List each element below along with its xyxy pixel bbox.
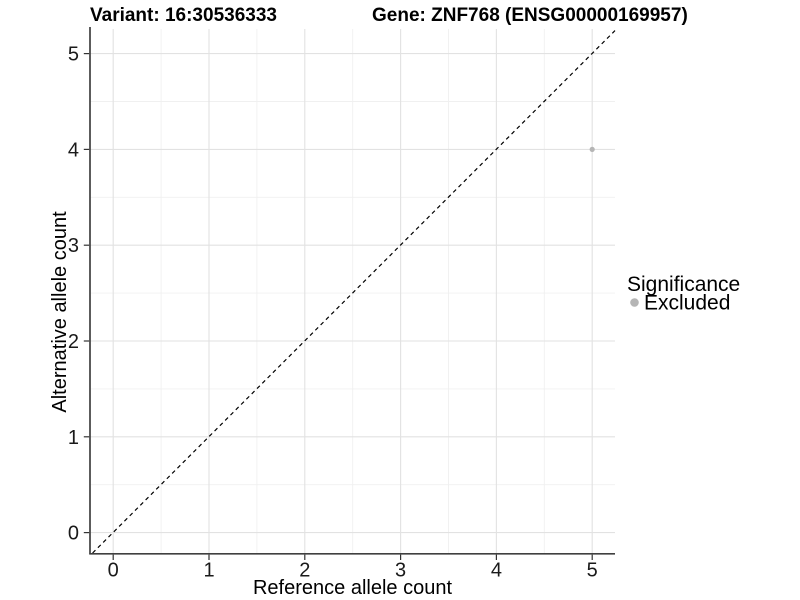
x-tick-label: 5 xyxy=(587,560,598,582)
x-tick-label: 0 xyxy=(108,560,119,582)
y-tick-label: 2 xyxy=(68,331,79,353)
identity-line xyxy=(92,30,616,554)
y-tick-label: 4 xyxy=(68,139,79,161)
y-tick-label: 3 xyxy=(68,235,79,257)
y-tick-label: 0 xyxy=(68,523,79,545)
y-axis-title: Alternative allele count xyxy=(49,211,71,413)
x-tick-label: 3 xyxy=(395,560,406,582)
legend-title: Significance xyxy=(627,273,740,296)
legend-item-label: Excluded xyxy=(644,292,730,315)
y-tick-label: 1 xyxy=(68,427,79,449)
gridlines-major xyxy=(90,29,615,553)
x-ticks xyxy=(112,554,593,560)
x-axis-title: Reference allele count xyxy=(253,577,452,599)
legend: Significance Excluded xyxy=(627,273,740,315)
x-tick-labels: 0 1 2 3 4 5 xyxy=(108,560,598,582)
legend-key-dot xyxy=(630,298,639,307)
y-tick-labels: 0 1 2 3 4 5 xyxy=(68,44,79,545)
plot-title-gene: Gene: ZNF768 (ENSG00000169957) xyxy=(372,5,688,26)
y-tick-label: 5 xyxy=(68,44,79,66)
gridlines-minor xyxy=(90,29,615,553)
x-tick-label: 4 xyxy=(491,560,502,582)
plot-title-variant: Variant: 16:30536333 xyxy=(90,5,277,26)
y-ticks xyxy=(83,52,90,534)
x-tick-label: 1 xyxy=(203,560,214,582)
x-tick-label: 2 xyxy=(299,560,310,582)
data-point-excluded xyxy=(589,146,595,152)
